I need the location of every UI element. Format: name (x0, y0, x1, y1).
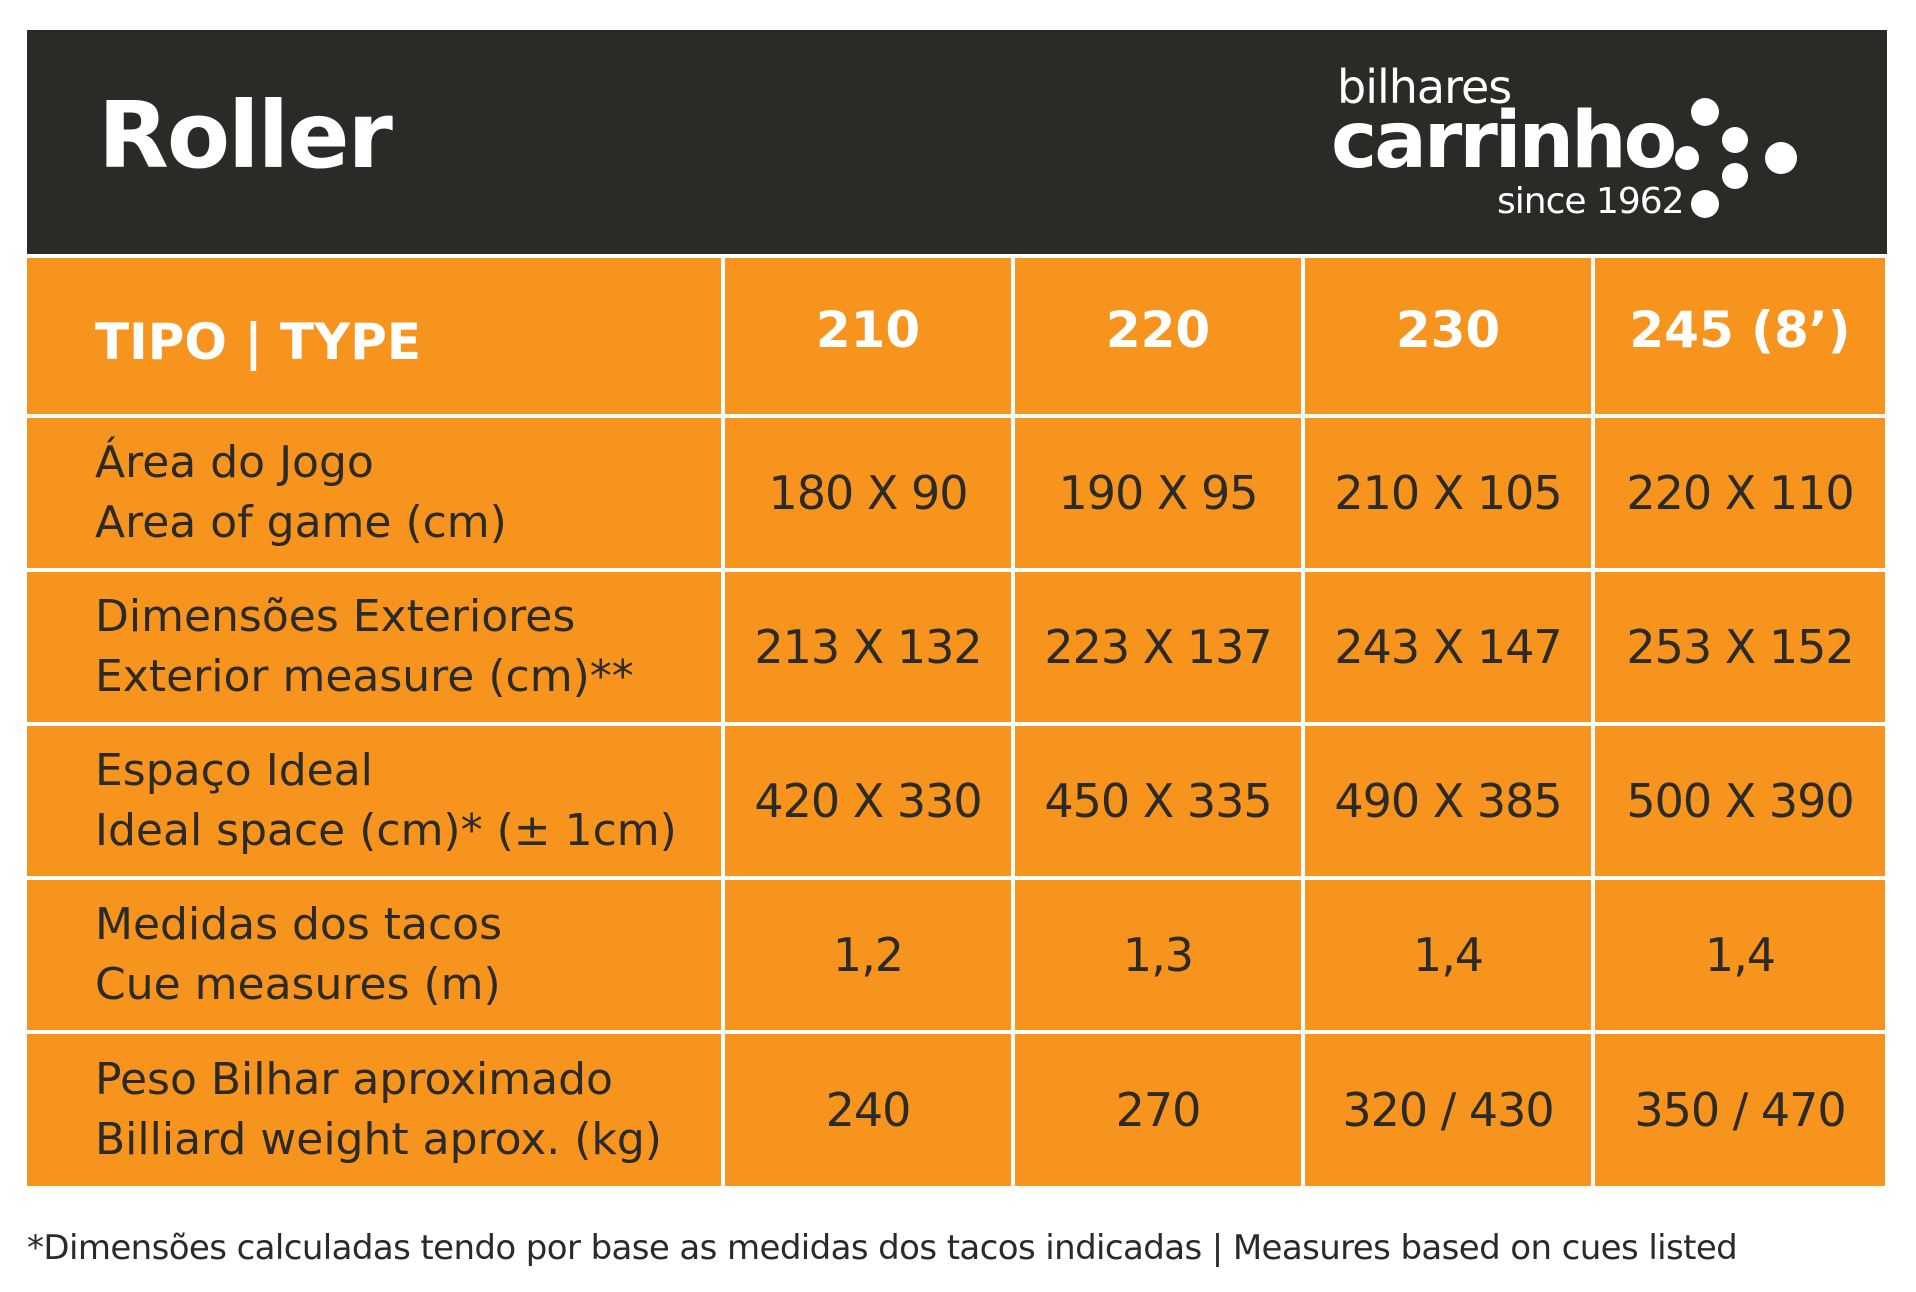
footnote: *Dimensões calculadas tendo por base as … (27, 1228, 1738, 1268)
specs-table: TIPO | TYPE 210 220 230 245 (8’) Área do… (27, 258, 1887, 1186)
table-cell: 190 X 95 (1015, 418, 1301, 568)
table-cell: 253 X 152 (1595, 572, 1885, 722)
row-label-weight: Peso Bilhar aproximado Billiard weight a… (27, 1034, 721, 1186)
table-cell: 270 (1015, 1034, 1301, 1186)
label-en: Area of game (cm) (95, 497, 507, 548)
logo-tagline: since 1962 (1497, 181, 1685, 222)
logo-top-text: bilhares (1337, 60, 1512, 114)
table-cell: 1,3 (1015, 880, 1301, 1030)
table-cell: 213 X 132 (725, 572, 1011, 722)
row-label-ideal-space: Espaço Ideal Ideal space (cm)* (± 1cm) (27, 726, 721, 876)
label-en: Cue measures (m) (95, 959, 501, 1010)
label-pt: Espaço Ideal (95, 745, 373, 796)
logo-brand-text: carrinho (1331, 96, 1677, 186)
label-pt: Peso Bilhar aproximado (95, 1054, 613, 1105)
column-header-245: 245 (8’) (1595, 258, 1885, 414)
label-pt: Área do Jogo (95, 437, 374, 488)
table-cell: 180 X 90 (725, 418, 1011, 568)
table-cell: 210 X 105 (1305, 418, 1591, 568)
row-label-cue-measures: Medidas dos tacos Cue measures (m) (27, 880, 721, 1030)
column-header-210: 210 (725, 258, 1011, 414)
label-en: Ideal space (cm)* (± 1cm) (95, 805, 677, 856)
logo-dots-icon (1675, 98, 1797, 218)
table-cell: 1,4 (1305, 880, 1591, 1030)
row-label-game-area: Área do Jogo Area of game (cm) (27, 418, 721, 568)
table-cell: 500 X 390 (1595, 726, 1885, 876)
header-bar: Roller bilhares carrinho since 1962 (27, 30, 1887, 254)
label-pt: Medidas dos tacos (95, 899, 502, 950)
page-title: Roller (98, 82, 393, 189)
label-en: Billiard weight aprox. (kg) (95, 1114, 662, 1165)
label-en: Exterior measure (cm)** (95, 651, 634, 702)
row-label-exterior: Dimensões Exteriores Exterior measure (c… (27, 572, 721, 722)
table-cell: 1,4 (1595, 880, 1885, 1030)
type-header: TIPO | TYPE (27, 258, 721, 414)
table-cell: 420 X 330 (725, 726, 1011, 876)
table-cell: 450 X 335 (1015, 726, 1301, 876)
table-cell: 320 / 430 (1305, 1034, 1591, 1186)
table-cell: 350 / 470 (1595, 1034, 1885, 1186)
table-cell: 490 X 385 (1305, 726, 1591, 876)
label-pt: Dimensões Exteriores (95, 591, 576, 642)
table-cell: 1,2 (725, 880, 1011, 1030)
table-cell: 220 X 110 (1595, 418, 1885, 568)
table-cell: 223 X 137 (1015, 572, 1301, 722)
table-cell: 240 (725, 1034, 1011, 1186)
column-header-220: 220 (1015, 258, 1301, 414)
brand-logo: bilhares carrinho since 1962 (1331, 60, 1837, 224)
column-header-230: 230 (1305, 258, 1591, 414)
table-cell: 243 X 147 (1305, 572, 1591, 722)
